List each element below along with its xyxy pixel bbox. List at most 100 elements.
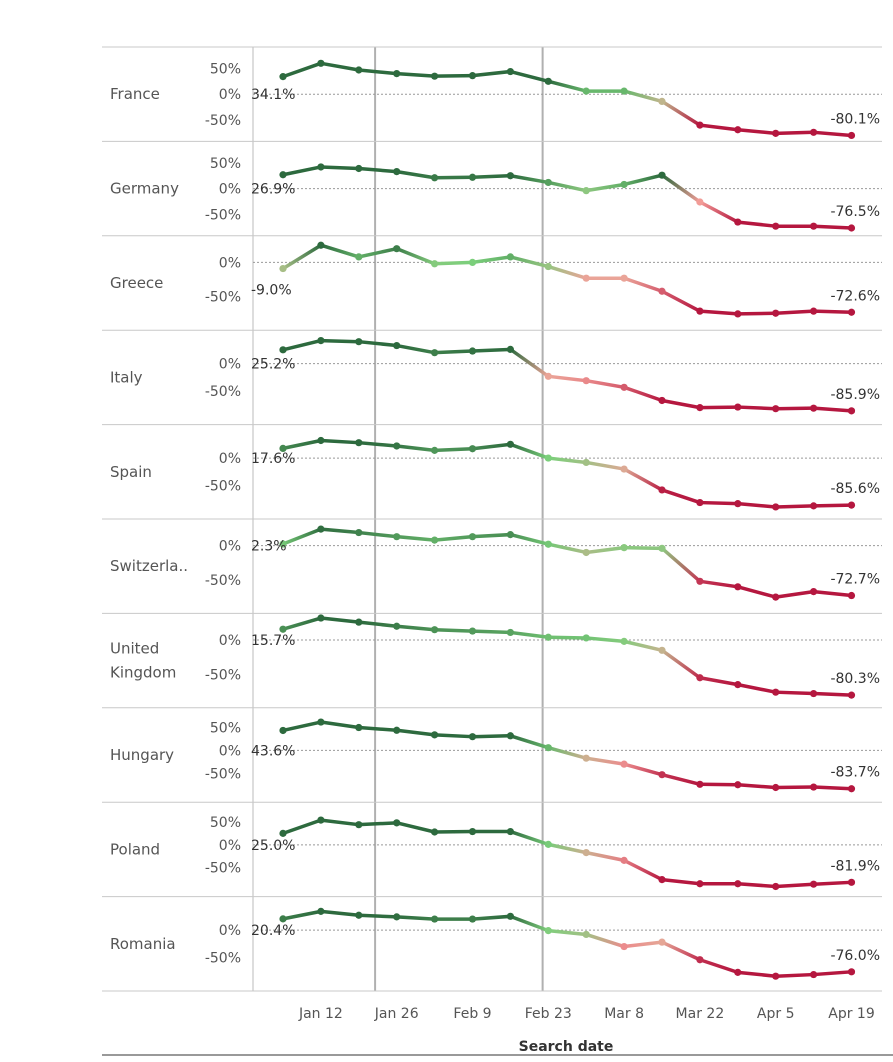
y-tick-label: -50% <box>205 667 241 683</box>
data-point <box>544 540 552 548</box>
series-line-segment <box>546 745 588 760</box>
data-point <box>810 588 818 596</box>
data-point <box>658 171 666 179</box>
data-point <box>772 129 780 137</box>
row-label-spain: Spain <box>110 463 152 481</box>
y-tick-label: 0% <box>219 451 241 467</box>
series-line-segment <box>432 349 475 355</box>
data-point <box>393 726 401 734</box>
row-label-switzerland: Switzerla.. <box>110 557 188 575</box>
data-point <box>696 880 704 888</box>
series-line-segment <box>811 406 854 413</box>
series-line-segment <box>546 928 588 937</box>
x-tick-label: Mar 22 <box>676 1006 725 1022</box>
data-point <box>468 347 477 355</box>
series-line-segment <box>319 720 361 730</box>
series-line-segment <box>811 970 854 977</box>
y-tick-label: 0% <box>219 87 241 103</box>
series-line-segment <box>470 532 513 539</box>
data-point <box>506 827 514 836</box>
data-point <box>582 754 590 762</box>
y-tick-label: 0% <box>219 255 241 271</box>
data-point <box>544 454 552 462</box>
series-line-segment <box>736 501 778 509</box>
series-line-segment <box>432 175 475 180</box>
data-point <box>734 968 742 976</box>
series-line-segment <box>660 99 702 127</box>
data-point <box>582 377 590 385</box>
data-point <box>468 445 477 453</box>
series-line-segment <box>470 347 513 353</box>
data-point <box>506 67 514 76</box>
series-line-segment <box>357 913 399 919</box>
end-value-label: -80.1% <box>830 111 880 127</box>
data-point <box>847 878 856 886</box>
data-point <box>431 349 439 357</box>
y-tick-label: -50% <box>205 766 241 782</box>
x-tick-label: Mar 8 <box>604 1006 644 1022</box>
series-line-segment <box>508 442 551 460</box>
data-point <box>468 915 477 923</box>
data-point <box>772 882 780 891</box>
data-point <box>847 691 856 699</box>
data-point <box>393 245 401 253</box>
data-point <box>658 646 666 654</box>
y-tick-label: -50% <box>205 113 241 129</box>
y-tick-label: 0% <box>219 357 241 373</box>
series-line-segment <box>773 690 816 696</box>
data-point <box>355 338 363 346</box>
data-point <box>468 173 477 181</box>
series-line-segment <box>508 69 551 84</box>
data-point <box>847 968 856 976</box>
y-tick-label: -50% <box>205 573 241 589</box>
row-label-hungary: Hungary <box>110 746 174 764</box>
series-line-segment <box>432 73 475 78</box>
series-line-segment <box>508 734 551 750</box>
data-point <box>582 458 590 467</box>
data-point <box>772 972 780 980</box>
data-point <box>393 442 401 450</box>
data-point <box>658 396 666 405</box>
data-point <box>355 821 363 829</box>
series-line-segment <box>811 309 854 315</box>
data-point <box>468 258 477 266</box>
x-tick-label: Feb 23 <box>525 1006 572 1022</box>
data-point <box>431 626 439 634</box>
data-point <box>582 187 590 195</box>
series-line-segment <box>773 504 816 509</box>
series-line-segment <box>319 338 361 344</box>
series-line-segment <box>281 909 323 921</box>
data-point <box>810 404 818 412</box>
end-value-label: -76.5% <box>830 204 880 220</box>
x-tick-label: Jan 26 <box>374 1006 419 1022</box>
data-point <box>355 439 363 447</box>
data-point <box>847 591 856 600</box>
data-point <box>658 876 666 884</box>
start-value-label: 25.2% <box>251 357 295 373</box>
data-point <box>355 66 363 74</box>
data-point <box>279 540 287 548</box>
series-line-segment <box>546 542 588 555</box>
data-point <box>355 164 363 173</box>
data-point <box>544 744 552 752</box>
series-line-segment <box>508 173 551 185</box>
series-line-segment <box>584 932 626 949</box>
data-point <box>317 436 325 445</box>
data-point <box>810 502 818 510</box>
series-line-segment <box>394 915 437 921</box>
data-point <box>506 912 514 920</box>
data-point <box>847 308 856 316</box>
series-line-segment <box>319 527 361 535</box>
y-tick-label: 0% <box>219 923 241 939</box>
series-line-segment <box>470 734 513 739</box>
data-point <box>393 622 401 630</box>
data-point <box>431 828 439 836</box>
series-line-segment <box>622 276 664 293</box>
data-point <box>847 501 856 509</box>
data-point <box>317 907 325 915</box>
series-line-segment <box>622 467 664 492</box>
data-point <box>620 383 628 391</box>
series-line-segment <box>773 972 816 978</box>
end-value-label: -85.6% <box>830 481 880 497</box>
data-point <box>506 253 514 261</box>
